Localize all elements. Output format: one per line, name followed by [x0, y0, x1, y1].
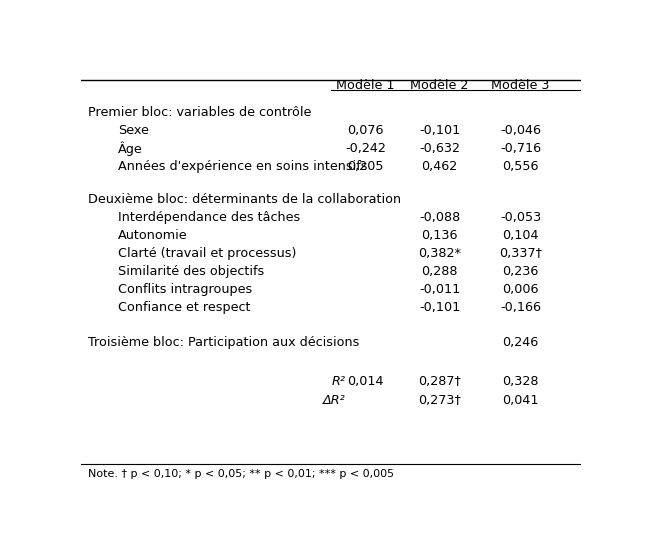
Text: -0,101: -0,101	[419, 301, 460, 314]
Text: -0,242: -0,242	[345, 142, 386, 155]
Text: Sexe: Sexe	[118, 124, 149, 137]
Text: -0,632: -0,632	[419, 142, 460, 155]
Text: Modèle 1: Modèle 1	[336, 79, 395, 92]
Text: Similarité des objectifs: Similarité des objectifs	[118, 265, 264, 278]
Text: Modèle 2: Modèle 2	[410, 79, 469, 92]
Text: 0,462: 0,462	[421, 160, 458, 173]
Text: Années d'expérience en soins intensifs: Années d'expérience en soins intensifs	[118, 160, 368, 173]
Text: -0,101: -0,101	[419, 124, 460, 137]
Text: 0,287†: 0,287†	[418, 375, 461, 388]
Text: -0,053: -0,053	[500, 211, 541, 224]
Text: 0,006: 0,006	[502, 283, 539, 296]
Text: 0,205: 0,205	[347, 160, 384, 173]
Text: Confiance et respect: Confiance et respect	[118, 301, 251, 314]
Text: 0,041: 0,041	[502, 394, 539, 407]
Text: 0,337†: 0,337†	[499, 247, 542, 260]
Text: -0,011: -0,011	[419, 283, 460, 296]
Text: -0,166: -0,166	[500, 301, 541, 314]
Text: 0,076: 0,076	[347, 124, 384, 137]
Text: Modèle 3: Modèle 3	[491, 79, 550, 92]
Text: Âge: Âge	[118, 141, 143, 156]
Text: Troisième bloc: Participation aux décisions: Troisième bloc: Participation aux décisi…	[88, 336, 359, 349]
Text: Autonomie: Autonomie	[118, 229, 188, 242]
Text: Premier bloc: variables de contrôle: Premier bloc: variables de contrôle	[88, 106, 312, 119]
Text: Deuxième bloc: déterminants de la collaboration: Deuxième bloc: déterminants de la collab…	[88, 193, 401, 206]
Text: ΔR²: ΔR²	[322, 394, 346, 407]
Text: -0,046: -0,046	[500, 124, 541, 137]
Text: 0,236: 0,236	[502, 265, 539, 278]
Text: 0,273†: 0,273†	[418, 394, 461, 407]
Text: 0,246: 0,246	[502, 336, 539, 349]
Text: 0,136: 0,136	[421, 229, 458, 242]
Text: Note. † p < 0,10; * p < 0,05; ** p < 0,01; *** p < 0,005: Note. † p < 0,10; * p < 0,05; ** p < 0,0…	[88, 469, 394, 479]
Text: 0,288: 0,288	[421, 265, 458, 278]
Text: 0,014: 0,014	[347, 375, 384, 388]
Text: 0,328: 0,328	[502, 375, 539, 388]
Text: R²: R²	[332, 375, 346, 388]
Text: Interdépendance des tâches: Interdépendance des tâches	[118, 211, 301, 224]
Text: Clarté (travail et processus): Clarté (travail et processus)	[118, 247, 297, 260]
Text: -0,716: -0,716	[500, 142, 541, 155]
Text: -0,088: -0,088	[419, 211, 460, 224]
Text: 0,382*: 0,382*	[418, 247, 461, 260]
Text: 0,104: 0,104	[502, 229, 539, 242]
Text: Conflits intragroupes: Conflits intragroupes	[118, 283, 252, 296]
Text: 0,556: 0,556	[502, 160, 539, 173]
